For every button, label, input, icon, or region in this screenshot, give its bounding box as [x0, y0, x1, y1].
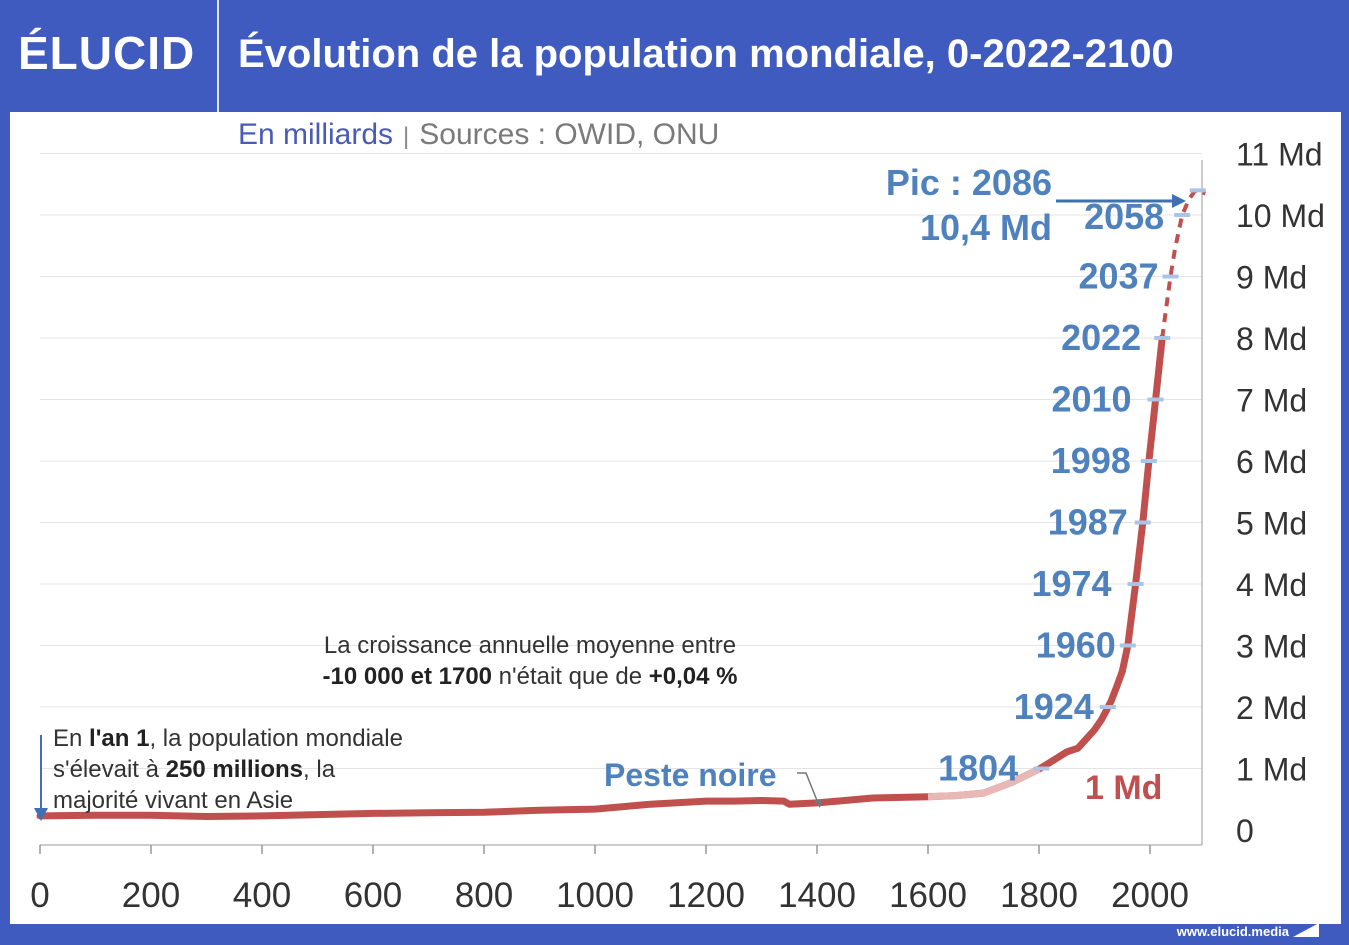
year-one-line2: s'élevait à 250 millions, la — [53, 754, 473, 785]
footer-mark-icon — [1293, 923, 1319, 937]
y-tick-label: 3 Md — [1236, 629, 1307, 665]
peak-label: Pic : 2086 — [886, 162, 1052, 203]
milestone-year-label: 2022 — [1061, 317, 1141, 358]
x-tick-label: 1600 — [889, 876, 967, 915]
x-tick-label: 800 — [455, 876, 513, 915]
black-death-label: Peste noire — [604, 757, 777, 793]
header-divider — [217, 0, 219, 112]
year-one-bold: l'an 1 — [89, 725, 150, 752]
black-death-leader — [797, 772, 819, 804]
year-one-line1: En l'an 1, la population mondiale — [53, 723, 473, 754]
milestone-year-label: 1804 — [938, 748, 1018, 789]
year-one-arrow-head — [34, 808, 48, 821]
peak-arrow-head — [1172, 194, 1186, 208]
y-tick-label: 5 Md — [1236, 506, 1307, 542]
black-death-arrow-head — [814, 799, 822, 808]
x-tick-label: 0 — [30, 876, 49, 915]
growth-annotation: La croissance annuelle moyenne entre -10… — [270, 630, 790, 692]
y-tick-label: 10 Md — [1236, 198, 1325, 234]
subtitle-separator: | — [403, 123, 410, 150]
y-tick-label: 7 Md — [1236, 383, 1307, 419]
y-tick-label: 2 Md — [1236, 690, 1307, 726]
x-tick-label: 1800 — [1000, 876, 1078, 915]
year-one-pop: 250 millions — [165, 756, 304, 783]
milestone-year-label: 2058 — [1084, 196, 1164, 237]
growth-annotation-line2: -10 000 et 1700 n'était que de +0,04 % — [270, 661, 790, 692]
x-tick-label: 2000 — [1111, 876, 1189, 915]
milestone-year-label: 1987 — [1048, 502, 1128, 543]
chart-title: Évolution de la population mondiale, 0-2… — [238, 32, 1174, 76]
year-one-annotation: En l'an 1, la population mondiale s'élev… — [53, 723, 473, 816]
year-one-mid2: s'élevait à — [53, 756, 166, 783]
y-tick-label: 11 Md — [1236, 137, 1323, 173]
y-tick-label: 9 Md — [1236, 260, 1307, 296]
chart-panel — [10, 112, 1341, 924]
x-tick-label: 600 — [344, 876, 402, 915]
growth-mid: n'était que de — [492, 663, 649, 690]
milestone-year-label: 1998 — [1051, 440, 1131, 481]
y-tick-label: 0 — [1236, 813, 1254, 849]
brand-logo: ÉLUCID — [18, 27, 196, 79]
x-tick-label: 1400 — [778, 876, 856, 915]
growth-period: -10 000 et 1700 — [322, 663, 493, 690]
x-tick-label: 200 — [122, 876, 180, 915]
series-line-projection — [1160, 188, 1207, 339]
footer-url[interactable]: www.elucid.media — [1176, 924, 1289, 939]
year-one-mid: , la population mondiale — [149, 725, 403, 752]
growth-annotation-line1: La croissance annuelle moyenne entre — [323, 632, 737, 659]
year-one-line3: majorité vivant en Asie — [53, 787, 294, 814]
unit-label: En milliards — [238, 118, 394, 151]
y-tick-label: 4 Md — [1236, 567, 1307, 603]
y-tick-label: 6 Md — [1236, 444, 1307, 480]
header-bar: ÉLUCID Évolution de la population mondia… — [0, 0, 1349, 112]
x-tick-label: 1200 — [667, 876, 745, 915]
sources-label: Sources : OWID, ONU — [419, 118, 720, 151]
series-line-highlight — [927, 765, 1041, 801]
y-tick-label: 1 Md — [1236, 752, 1307, 788]
year-one-mid3: , la — [303, 756, 336, 783]
chart-subtitle: En milliards | Sources : OWID, ONU — [238, 118, 719, 152]
x-tick-label: 1000 — [556, 876, 634, 915]
milestone-year-label: 1960 — [1036, 625, 1116, 666]
x-tick-label: 400 — [233, 876, 291, 915]
growth-rate: +0,04 % — [648, 663, 738, 690]
milestone-year-label: 2010 — [1051, 379, 1131, 420]
milestone-year-label: 1974 — [1031, 563, 1111, 604]
y-tick-label: 8 Md — [1236, 321, 1307, 357]
peak-value-label: 10,4 Md — [920, 207, 1052, 248]
year-one-pre: En — [53, 725, 90, 752]
one-billion-label: 1 Md — [1085, 769, 1162, 807]
milestone-year-label: 1924 — [1014, 686, 1094, 727]
milestone-year-label: 2037 — [1078, 256, 1158, 297]
